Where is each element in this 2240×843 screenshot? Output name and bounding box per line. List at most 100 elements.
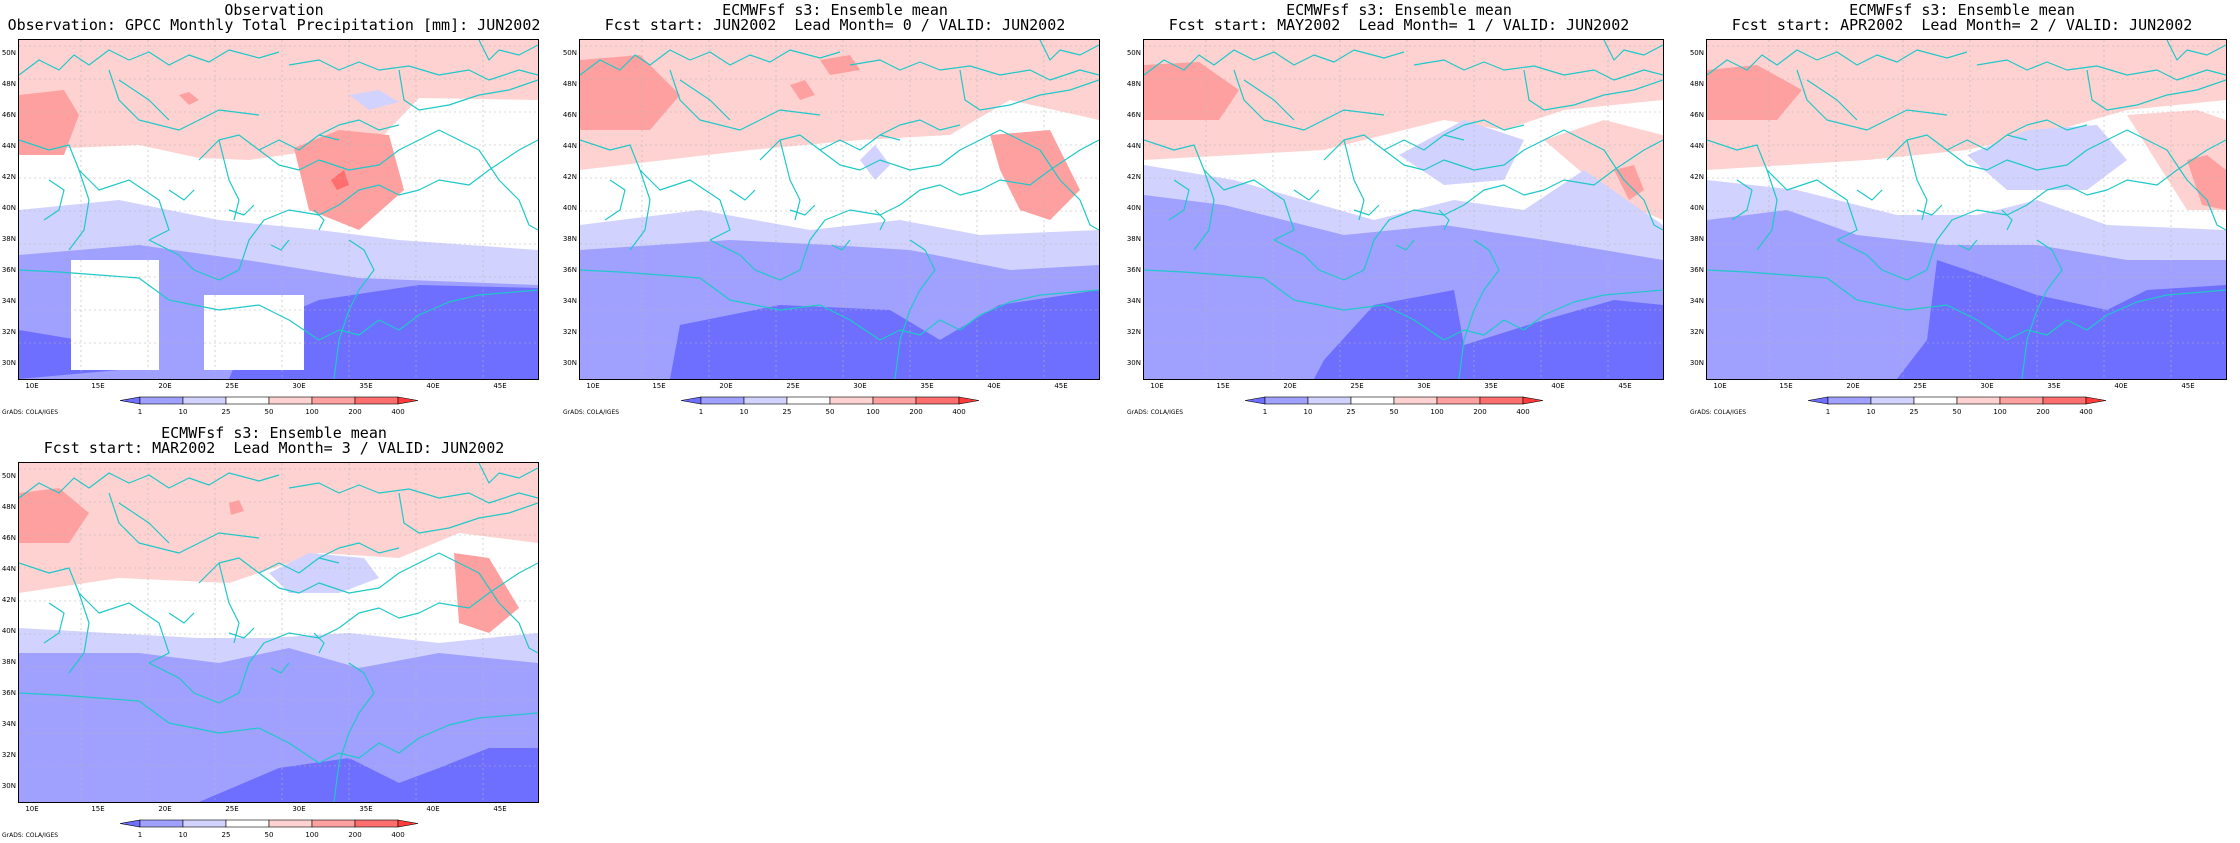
grid-lines <box>1707 40 2226 379</box>
colorbar-swatch <box>2042 396 2087 405</box>
colorbar: 1 10 25 50 100 200 400 GrADS: COLA/IGES <box>0 816 548 840</box>
colorbar-swatch <box>311 819 356 828</box>
lat-label: 42N <box>562 173 577 181</box>
panel-subtitle: Observation: GPCC Monthly Total Precipit… <box>7 16 541 34</box>
precip-contour <box>1314 290 1663 379</box>
lon-label: 10E <box>25 382 39 390</box>
colorbar-swatch <box>1436 396 1481 405</box>
colorbar-label: 100 <box>1993 408 2007 416</box>
grid-lines <box>19 463 538 802</box>
precip-contour <box>19 90 79 155</box>
colorbar-swatch <box>1307 396 1352 405</box>
lat-label: 38N <box>1126 235 1141 243</box>
colorbar-label: 400 <box>952 408 966 416</box>
precip-contour <box>1399 120 1524 185</box>
colorbar-swatch <box>139 819 184 828</box>
colorbar-label: 10 <box>1866 408 1876 416</box>
lat-label: 40N <box>1 627 16 635</box>
map-panel-lead1: ECMWFsf s3: Ensemble mean Fcst start: MA… <box>1125 0 1673 420</box>
precip-contour <box>990 130 1080 220</box>
colorbar-swatch <box>225 396 270 405</box>
lat-label: 40N <box>1126 204 1141 212</box>
precip-contour <box>349 90 399 110</box>
lat-label: 50N <box>1 472 16 480</box>
precip-contour <box>204 295 304 370</box>
precip-contour <box>269 553 379 593</box>
lat-label: 30N <box>1 359 16 367</box>
colorbar-swatch <box>1956 396 2001 405</box>
lat-label: 32N <box>1 328 16 336</box>
lon-label: 30E <box>1417 382 1431 390</box>
panel-title: ECMWFsf s3: Ensemble mean <box>1286 1 1512 19</box>
grads-credit: GrADS: COLA/IGES <box>2 409 59 416</box>
lat-label: 30N <box>1689 359 1704 367</box>
lat-label: 34N <box>1689 297 1704 305</box>
colorbar-swatch <box>311 396 356 405</box>
lon-label: 20E <box>719 382 733 390</box>
colorbar-label: 400 <box>391 831 405 839</box>
lat-label: 46N <box>1 534 16 542</box>
colorbar-swatch <box>1350 396 1395 405</box>
lat-label: 44N <box>1689 142 1704 150</box>
map-area <box>579 39 1100 380</box>
colorbar-label: 400 <box>2079 408 2093 416</box>
lon-label: 35E <box>2047 382 2061 390</box>
lat-label: 40N <box>562 204 577 212</box>
precip-contour <box>1144 40 1663 160</box>
precip-contour <box>229 500 244 515</box>
colorbar-label: 100 <box>305 408 319 416</box>
colorbar-label: 1 <box>137 831 143 839</box>
lon-label: 10E <box>1150 382 1164 390</box>
lon-label: 25E <box>1350 382 1364 390</box>
precip-contour <box>790 80 815 100</box>
lon-label: 45E <box>1054 382 1068 390</box>
colorbar-swatch <box>182 396 227 405</box>
precip-contour <box>1967 125 2127 190</box>
lon-label: 30E <box>292 382 306 390</box>
lat-label: 50N <box>1689 49 1704 57</box>
precip-contour <box>199 748 538 802</box>
grads-credit: GrADS: COLA/IGES <box>2 832 59 839</box>
colorbar-swatch <box>354 819 399 828</box>
lat-label: 46N <box>1689 111 1704 119</box>
precip-contour <box>19 648 538 802</box>
colorbar: 1 10 25 50 100 200 400 GrADS: COLA/IGES <box>1688 393 2236 417</box>
lon-label: 40E <box>2114 382 2128 390</box>
lon-label: 20E <box>158 382 172 390</box>
map-panel-lead0: ECMWFsf s3: Ensemble mean Fcst start: JU… <box>561 0 1109 420</box>
colorbar-label: 50 <box>1952 408 1962 416</box>
grid-lines <box>580 40 1099 379</box>
lon-label: 45E <box>2181 382 2195 390</box>
lat-label: 42N <box>1 173 16 181</box>
lat-label: 44N <box>1 142 16 150</box>
colorbar-swatch <box>225 819 270 828</box>
lat-label: 36N <box>562 266 577 274</box>
map-area <box>1143 39 1664 380</box>
colorbar: 1 10 25 50 100 200 400 GrADS: COLA/IGES <box>1125 393 1673 417</box>
lat-label: 44N <box>1126 142 1141 150</box>
lat-label: 30N <box>1 782 16 790</box>
lon-label: 20E <box>1846 382 1860 390</box>
map-panel-lead3: ECMWFsf s3: Ensemble mean Fcst start: MA… <box>0 423 548 843</box>
lon-label: 35E <box>359 805 373 813</box>
lat-label: 46N <box>1 111 16 119</box>
precip-contour <box>2187 155 2226 210</box>
lon-label: 40E <box>426 382 440 390</box>
lat-label: 32N <box>1689 328 1704 336</box>
coastlines <box>19 463 538 802</box>
lon-label: 20E <box>158 805 172 813</box>
colorbar-label: 200 <box>1473 408 1487 416</box>
precip-contour <box>19 463 538 593</box>
colorbar-swatch <box>354 396 399 405</box>
colorbar-swatch <box>743 396 788 405</box>
coastlines <box>580 40 1099 379</box>
colorbar-swatch <box>1870 396 1915 405</box>
lon-label: 45E <box>493 382 507 390</box>
panel-subtitle: Fcst start: APR2002 Lead Month= 2 / VALI… <box>1731 16 2193 34</box>
lat-label: 50N <box>1126 49 1141 57</box>
grid-lines <box>19 40 538 379</box>
colorbar-label: 25 <box>221 831 231 839</box>
panel-title: ECMWFsf s3: Ensemble mean <box>161 424 387 442</box>
lon-label: 40E <box>1551 382 1565 390</box>
precip-contour <box>454 553 519 633</box>
